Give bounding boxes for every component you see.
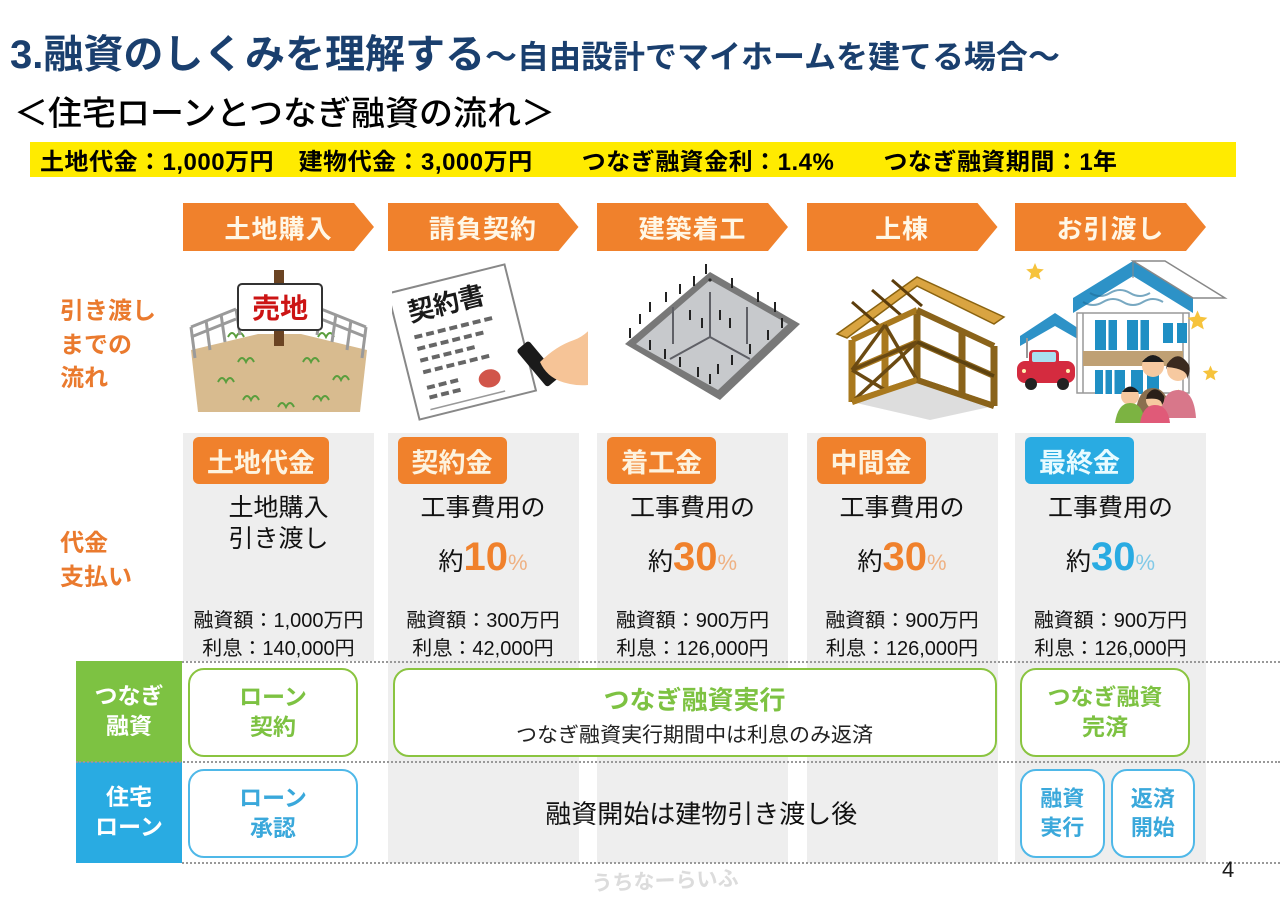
svg-text:売地: 売地 [252,293,308,324]
